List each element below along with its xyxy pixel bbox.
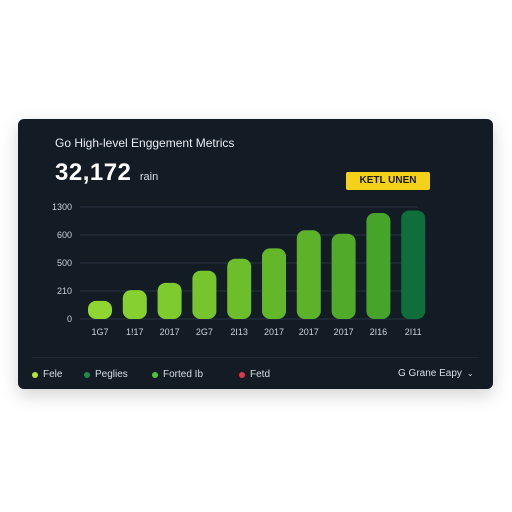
bar[interactable]: [122, 290, 147, 319]
bar[interactable]: [366, 213, 391, 319]
legend-label: Fetd: [250, 369, 271, 380]
bar[interactable]: [88, 300, 112, 319]
legend-dot: [152, 371, 158, 378]
x-tick-label: 2I16: [370, 327, 388, 337]
bar[interactable]: [157, 282, 182, 319]
x-tick-label: 2G7: [196, 327, 213, 337]
bar-chart: 0 210 500 600 1300 1G7 1!17 2017 2G7 2I13 2017 2017…: [52, 202, 426, 337]
x-tick-label: 2I11: [405, 327, 422, 337]
legend-item-peglies[interactable]: Peglies: [84, 369, 128, 380]
dropdown-label: G Grane Eapy: [398, 368, 462, 379]
card-title: Go High-level Enggement Metrics: [55, 136, 235, 150]
bar[interactable]: [296, 230, 321, 319]
legend-dot: [239, 371, 245, 378]
divider: [32, 357, 479, 358]
x-tick-label: 2I13: [230, 327, 248, 337]
x-tick-label: 1G7: [91, 327, 108, 337]
metric-value: 32,172: [55, 159, 132, 186]
y-tick-label: 600: [57, 230, 72, 240]
bar[interactable]: [401, 210, 426, 319]
bar[interactable]: [227, 258, 252, 319]
y-tick-label: 0: [67, 314, 72, 324]
bar[interactable]: [192, 270, 217, 319]
engagement-card: Go High-level Enggement Metrics 32,172 r…: [18, 119, 493, 389]
x-tick-label: 2017: [299, 327, 319, 337]
bar[interactable]: [331, 233, 356, 319]
x-tick-label: 2017: [264, 327, 284, 337]
metric-unit: rain: [139, 171, 159, 183]
legend-item-fele[interactable]: Fele: [32, 369, 62, 380]
x-tick-label: 1!17: [126, 327, 144, 337]
y-tick-label: 1300: [52, 202, 72, 212]
legend-label: Fele: [43, 369, 63, 380]
legend-label: Peglies: [95, 369, 128, 380]
range-dropdown[interactable]: G Grane Eapy ⌄: [398, 368, 474, 379]
legend-dot: [32, 371, 38, 378]
metric: 32,172 rain: [55, 159, 158, 187]
chevron-down-icon: ⌄: [466, 369, 474, 378]
bar[interactable]: [262, 248, 286, 319]
highlight-badge: KETL UNEN: [346, 172, 430, 190]
legend-label: Forted Ib: [163, 369, 204, 380]
x-tick-label: 2017: [334, 327, 354, 337]
legend-item-fetd[interactable]: Fetd: [239, 369, 270, 380]
x-tick-label: 2017: [160, 327, 180, 337]
legend-dot: [84, 371, 90, 378]
y-tick-label: 210: [57, 286, 72, 296]
legend-item-forted[interactable]: Forted Ib: [152, 369, 203, 380]
y-tick-label: 500: [57, 258, 72, 268]
